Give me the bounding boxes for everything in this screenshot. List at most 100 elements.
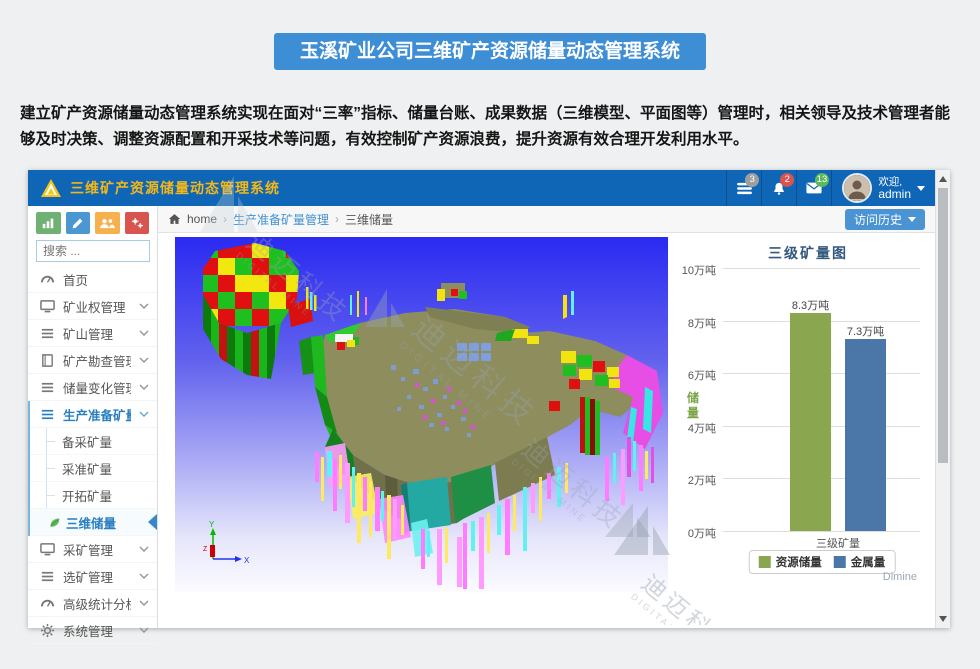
chevron-down-icon — [139, 546, 149, 552]
sidebar-item-home[interactable]: 首页 — [28, 266, 157, 293]
y-tick-label: 6万吨 — [687, 370, 716, 383]
sidebar-subitem-label: 开拓矿量 — [62, 489, 113, 504]
legend-item[interactable]: 资源储量 — [758, 554, 822, 570]
mine-model-3d: 迪迈科技 DIGITAL MINE 迪迈科技 DIGITAL MINE 迪迈科技… — [175, 227, 668, 592]
chart-gridline — [723, 531, 920, 532]
sidebar-subitem-label: 三维储量 — [66, 516, 117, 531]
chevron-down-icon — [139, 573, 149, 579]
legend-swatch-icon — [758, 556, 771, 568]
tasks-menu-button[interactable]: 3 — [726, 170, 761, 206]
scroll-up-arrow[interactable] — [939, 176, 947, 182]
visit-history-button[interactable]: 访问历史 — [844, 208, 925, 230]
dimine-watermark: Dimine — [882, 571, 917, 583]
axis-x-label: X — [244, 556, 250, 565]
breadcrumb-current: 三维储量 — [345, 212, 394, 227]
search-input[interactable] — [36, 240, 150, 262]
bar-value-label: 7.3万吨 — [846, 326, 885, 338]
leaf-icon — [50, 517, 60, 527]
notifications-button[interactable]: 2 — [761, 170, 796, 206]
sidebar-item-system-mgmt[interactable]: 系统管理 — [28, 617, 157, 644]
sidebar-item-label: 矿业权管理 — [63, 300, 126, 315]
sidebar-item-beneficiation[interactable]: 选矿管理 — [28, 563, 157, 590]
gauge-icon — [40, 275, 55, 283]
pencil-icon — [72, 218, 83, 228]
chart-panel: 三级矿量图 0万吨 2万吨 4万吨 6万吨 8万吨 10万吨 8.3万吨 7.3万吨 储量 三… — [668, 233, 935, 628]
chart-title: 三级矿量图 — [768, 245, 848, 261]
tree-dash — [46, 440, 55, 442]
list-icon — [41, 382, 54, 392]
3d-viewport[interactable]: 迪迈科技 DIGITAL MINE 迪迈科技 DIGITAL MINE 迪迈科技… — [175, 227, 668, 592]
bar-chart-icon — [43, 218, 54, 229]
breadcrumb-separator: › — [223, 212, 228, 226]
users-icon — [100, 219, 115, 229]
scroll-down-arrow[interactable] — [939, 616, 947, 622]
tasks-badge: 3 — [745, 173, 760, 187]
sidebar-subitem-developed-ore[interactable]: 开拓矿量 — [30, 482, 157, 509]
breadcrumb-link[interactable]: 生产准备矿量管理 — [233, 212, 330, 227]
main-content: 迪迈科技 DIGITAL MINE 迪迈科技 DIGITAL MINE 迪迈科技… — [158, 227, 935, 628]
breadcrumb-home[interactable]: home — [187, 212, 218, 226]
sidebar-subitem-prepared-ore[interactable]: 采准矿量 — [30, 455, 157, 482]
bar-metal-amount — [845, 339, 886, 531]
sidebar-item-mining-rights[interactable]: 矿业权管理 — [28, 293, 157, 320]
chart-quick-button[interactable] — [36, 212, 61, 234]
chevron-down-icon — [917, 185, 925, 191]
legend-item[interactable]: 金属量 — [833, 554, 885, 570]
axis-triad: Y X Z — [203, 520, 250, 565]
edit-quick-button[interactable] — [65, 212, 90, 234]
y-tick-label: 0万吨 — [687, 528, 716, 540]
sidebar-item-label: 矿山管理 — [63, 327, 114, 342]
chart-plot: 0万吨 2万吨 4万吨 6万吨 8万吨 10万吨 8.3万吨 7.3万吨 — [668, 233, 935, 628]
breadcrumb: home › 生产准备矿量管理 › 三维储量 访问历史 — [158, 206, 935, 233]
book-icon — [42, 353, 53, 367]
users-quick-button[interactable] — [95, 212, 120, 234]
sidebar-item-label: 高级统计分析 — [63, 597, 131, 612]
chevron-down-icon — [139, 330, 149, 336]
sidebar-subitem-label: 采准矿量 — [62, 462, 113, 477]
greeting-text: 欢迎, — [878, 175, 903, 188]
sidebar-item-advanced-stats[interactable]: 高级统计分析 — [28, 590, 157, 617]
sidebar: 首页 矿业权管理 矿山管理 矿产勘查管理 储量变化管理 生产准备矿量管理 — [28, 206, 158, 644]
breadcrumb-separator: › — [335, 212, 340, 226]
chevron-down-icon — [139, 357, 149, 363]
bar-value-label: 8.3万吨 — [791, 299, 830, 312]
sidebar-item-label: 矿产勘查管理 — [63, 354, 131, 369]
gauge-icon — [40, 599, 55, 607]
list-icon — [41, 409, 54, 419]
legend-label: 资源储量 — [775, 557, 822, 569]
sidebar-item-mine-mgmt[interactable]: 矿山管理 — [28, 320, 157, 347]
list-icon — [41, 328, 54, 338]
settings-quick-button[interactable] — [124, 212, 149, 234]
sidebar-item-label: 储量变化管理 — [63, 381, 131, 396]
chevron-down-icon — [908, 216, 916, 222]
axis-y-label: Y — [209, 520, 215, 529]
sidebar-item-exploration[interactable]: 矿产勘查管理 — [28, 347, 157, 374]
chart-legend[interactable]: 资源储量 金属量 — [748, 550, 896, 574]
avatar — [842, 173, 873, 203]
legend-swatch-icon — [833, 556, 846, 568]
sidebar-quick-buttons — [28, 206, 157, 237]
x-category-label: 三级矿量 — [816, 538, 860, 550]
y-axis-title: 储量 — [686, 391, 699, 420]
scrollbar-thumb[interactable] — [938, 188, 948, 463]
sidebar-subitem-ready-ore[interactable]: 备采矿量 — [30, 428, 157, 455]
user-menu[interactable]: 欢迎, admin — [831, 170, 935, 206]
sidebar-item-label: 系统管理 — [63, 624, 114, 639]
chevron-down-icon — [139, 303, 149, 309]
sidebar-item-production-prep[interactable]: 生产准备矿量管理 — [30, 401, 157, 428]
y-tick-label: 8万吨 — [687, 317, 716, 330]
sidebar-item-mining-mgmt[interactable]: 采矿管理 — [28, 536, 157, 563]
vertical-scrollbar[interactable] — [935, 170, 950, 628]
sidebar-item-reserve-change[interactable]: 储量变化管理 — [28, 374, 157, 401]
chevron-down-icon — [139, 411, 149, 417]
messages-button[interactable]: 13 — [796, 170, 831, 206]
tree-dash — [46, 494, 55, 496]
sidebar-subitem-label: 备采矿量 — [62, 435, 113, 450]
notifications-badge: 2 — [780, 173, 795, 187]
sidebar-item-label: 首页 — [63, 273, 89, 288]
username: admin — [878, 186, 911, 201]
sidebar-item-label: 采矿管理 — [63, 543, 114, 558]
tree-dash — [46, 467, 55, 469]
sidebar-subitem-3d-reserve[interactable]: 三维储量 — [30, 509, 157, 536]
sidebar-item-label: 选矿管理 — [63, 570, 114, 585]
